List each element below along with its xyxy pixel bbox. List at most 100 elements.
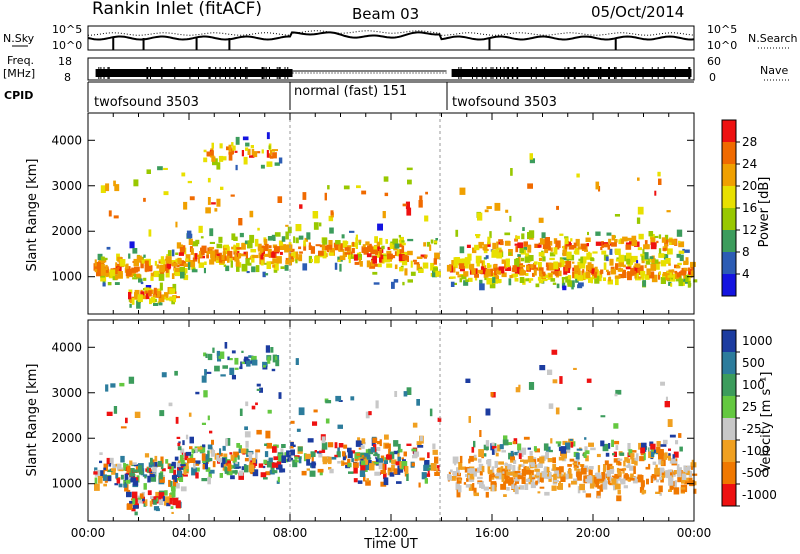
range-cell xyxy=(328,252,334,256)
range-cell xyxy=(319,222,322,227)
range-cell xyxy=(477,269,483,274)
range-cell xyxy=(534,474,540,478)
range-cell xyxy=(584,446,588,453)
range-cell xyxy=(205,207,211,214)
range-cell xyxy=(375,246,380,250)
range-cell xyxy=(216,452,223,457)
range-cell xyxy=(164,292,168,297)
range-cell xyxy=(177,442,181,447)
range-cell xyxy=(293,236,296,243)
range-cell xyxy=(668,477,674,486)
range-cell xyxy=(328,467,332,470)
range-cell xyxy=(421,472,427,480)
range-cell xyxy=(678,278,684,287)
range-cell xyxy=(295,237,299,244)
range-cell xyxy=(170,260,177,264)
range-cell xyxy=(265,243,269,252)
range-cell xyxy=(268,249,272,252)
range-cell xyxy=(532,459,537,465)
range-cell xyxy=(388,443,391,451)
range-cell xyxy=(94,259,97,267)
range-cell xyxy=(549,472,552,479)
range-cell xyxy=(178,465,184,468)
range-cell xyxy=(407,179,412,185)
cpid-segment-2: normal (fast) 151 xyxy=(294,84,407,99)
range-cell xyxy=(461,258,467,266)
range-cell xyxy=(337,461,341,464)
range-cell xyxy=(159,282,163,291)
range-cell xyxy=(298,235,304,240)
range-cell xyxy=(602,482,608,490)
range-cell xyxy=(537,244,542,248)
range-cell xyxy=(288,252,293,260)
range-cell xyxy=(143,503,147,507)
range-cell xyxy=(518,464,522,467)
range-cell xyxy=(434,472,440,476)
range-cell xyxy=(131,508,136,512)
colorbar-tick-label: 20 xyxy=(742,179,757,193)
range-cell xyxy=(496,270,502,274)
range-cell xyxy=(171,273,175,279)
range-cell xyxy=(113,215,119,219)
range-cell xyxy=(240,448,247,454)
range-cell xyxy=(587,262,592,270)
colorbar-swatch xyxy=(722,230,736,253)
range-cell xyxy=(410,271,416,276)
range-cell xyxy=(417,266,423,269)
range-cell xyxy=(209,430,213,434)
range-cell xyxy=(132,480,139,486)
range-cell xyxy=(168,402,173,407)
range-cell xyxy=(153,270,160,278)
range-cell xyxy=(165,256,171,264)
range-cell xyxy=(171,489,176,498)
range-cell xyxy=(658,234,662,239)
range-cell xyxy=(205,454,209,460)
range-cell xyxy=(506,471,509,476)
range-cell xyxy=(206,151,212,157)
range-cell xyxy=(267,236,274,241)
range-cell xyxy=(602,468,606,473)
range-cell xyxy=(514,485,518,492)
range-cell xyxy=(631,255,638,263)
range-cell xyxy=(112,464,117,469)
range-cell xyxy=(551,349,558,355)
range-cell xyxy=(163,167,168,170)
range-cell xyxy=(254,238,259,247)
range-cell xyxy=(212,461,216,468)
range-cell xyxy=(339,255,346,261)
range-cell xyxy=(160,259,166,265)
range-cell xyxy=(266,261,271,269)
range-cell xyxy=(195,239,200,245)
range-cell xyxy=(537,276,542,281)
range-cell xyxy=(179,454,184,463)
range-cell xyxy=(634,274,639,279)
range-cell xyxy=(558,262,562,268)
range-cell xyxy=(169,288,175,294)
range-cell xyxy=(585,493,592,498)
range-cell xyxy=(389,472,395,477)
range-cell xyxy=(643,452,646,461)
range-cell xyxy=(631,457,635,464)
range-cell xyxy=(649,256,654,259)
range-cell xyxy=(273,246,280,253)
range-cell xyxy=(114,282,120,285)
range-cell xyxy=(525,278,529,282)
range-cell xyxy=(528,382,535,390)
colorbar-swatch xyxy=(722,484,736,507)
range-cell xyxy=(628,449,633,456)
range-cell xyxy=(624,255,627,262)
range-cell xyxy=(197,446,203,450)
range-cell xyxy=(459,246,465,254)
range-cell xyxy=(250,249,257,253)
range-cell xyxy=(107,475,112,482)
range-cell xyxy=(131,297,135,305)
range-cell xyxy=(479,283,485,291)
range-cell xyxy=(184,452,189,461)
range-cell xyxy=(419,195,423,203)
range-cell xyxy=(376,447,381,452)
range-cell xyxy=(142,474,148,477)
range-cell xyxy=(165,269,170,278)
range-cell xyxy=(358,257,362,263)
range-cell xyxy=(207,353,213,361)
range-cell xyxy=(546,466,550,473)
